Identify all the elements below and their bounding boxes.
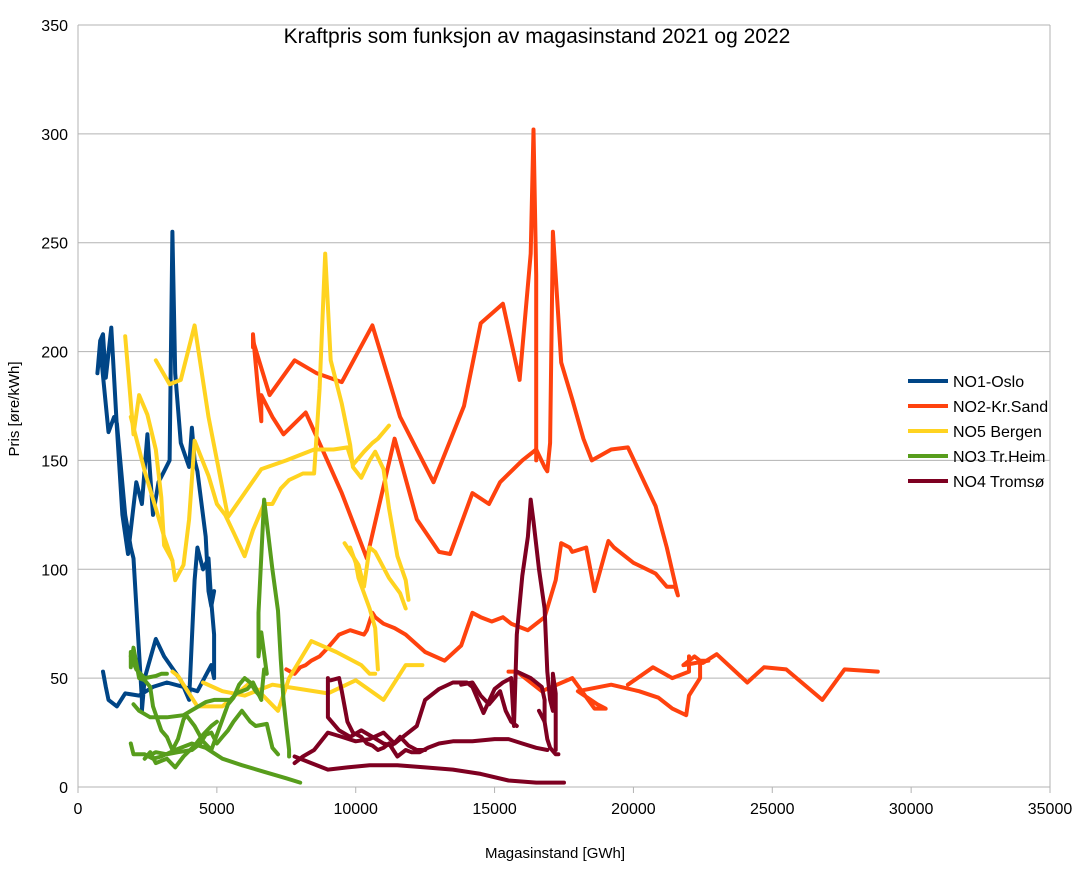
y-tick-label: 100 bbox=[41, 562, 68, 579]
x-tick-label: 25000 bbox=[750, 801, 795, 818]
series-line-no5-bergen bbox=[348, 545, 380, 672]
series-line-no3-tr-heim bbox=[142, 719, 219, 770]
series-line-no5-bergen bbox=[342, 541, 408, 611]
x-tick-label: 10000 bbox=[333, 801, 378, 818]
y-tick-label: 350 bbox=[41, 18, 68, 35]
series-line-no5-bergen bbox=[128, 414, 175, 563]
legend-entry: NO2-Kr.Sand bbox=[953, 399, 1048, 416]
x-tick-label: 5000 bbox=[199, 801, 235, 818]
y-tick-label: 250 bbox=[41, 236, 68, 253]
legend: NO1-Oslo NO2-Kr.Sand NO5 Bergen NO3 Tr.Heim… bbox=[908, 374, 1048, 491]
series-line-no5-bergen bbox=[153, 323, 391, 519]
x-tick-label: 20000 bbox=[611, 801, 656, 818]
series-lines bbox=[95, 127, 880, 785]
x-tick-label: 15000 bbox=[472, 801, 517, 818]
y-tick-label: 300 bbox=[41, 127, 68, 144]
y-tick-label: 200 bbox=[41, 345, 68, 362]
legend-entry: NO5 Bergen bbox=[953, 424, 1042, 441]
x-axis-label: Magasinstand [GWh] bbox=[485, 845, 625, 862]
series-line-no4-troms- bbox=[328, 676, 550, 759]
series-line-no5-bergen bbox=[123, 251, 411, 602]
x-tick-label: 30000 bbox=[889, 801, 934, 818]
series-line-no4-troms- bbox=[459, 680, 519, 728]
y-tick-label: 150 bbox=[41, 453, 68, 470]
y-tick-label: 50 bbox=[50, 671, 68, 688]
series-line-no2-kr-sand bbox=[625, 654, 691, 687]
series-line-no3-tr-heim bbox=[128, 741, 303, 785]
x-tick-label: 0 bbox=[74, 801, 83, 818]
y-tick-label: 0 bbox=[59, 780, 68, 797]
legend-entry: NO1-Oslo bbox=[953, 374, 1024, 391]
series-line-no3-tr-heim bbox=[145, 708, 280, 759]
series-line-no3-tr-heim bbox=[128, 654, 169, 681]
x-tick-label: 35000 bbox=[1028, 801, 1073, 818]
series-line-no1-oslo bbox=[95, 229, 217, 713]
series-line-no2-kr-sand bbox=[251, 127, 539, 485]
series-line-no2-kr-sand bbox=[506, 652, 880, 718]
gridlines bbox=[77, 24, 1051, 793]
legend-entry: NO4 Tromsø bbox=[953, 474, 1045, 491]
chart-title: Kraftpris som funksjon av magasinstand 2… bbox=[284, 25, 791, 48]
series-line-no3-tr-heim bbox=[131, 680, 264, 720]
series-line-no2-kr-sand bbox=[251, 229, 680, 676]
series-line-no4-troms- bbox=[325, 676, 428, 752]
series-line-no4-troms- bbox=[292, 754, 566, 785]
x-tick-labels: 0 5000 10000 15000 20000 25000 30000 35000 bbox=[74, 801, 1073, 818]
y-axis-label: Pris [øre/kWh] bbox=[6, 361, 23, 456]
series-line-no4-troms- bbox=[514, 669, 547, 724]
legend-entry: NO3 Tr.Heim bbox=[953, 449, 1045, 466]
y-tick-labels: 0 50 100 150 200 250 300 350 bbox=[41, 18, 68, 797]
